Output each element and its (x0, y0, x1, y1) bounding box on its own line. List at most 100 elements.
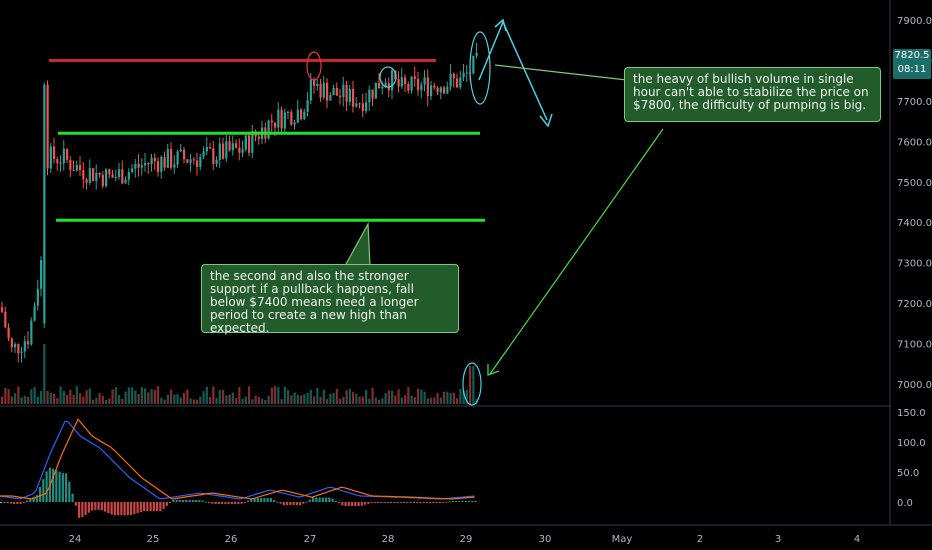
volume-bar (205, 386, 208, 404)
time-tick: 27 (304, 534, 317, 545)
volume-bar (27, 396, 30, 404)
price-tick: 7500.0 (897, 178, 932, 189)
volume-bar (4, 387, 7, 404)
volume-bar (1, 396, 4, 404)
macd-histogram-bar (0, 502, 3, 503)
volume-bar (238, 387, 241, 404)
volume-bar (306, 392, 309, 404)
volume-bar (303, 394, 306, 404)
macd-tick: 0.0 (897, 498, 913, 509)
macd-histogram-bar (412, 502, 415, 503)
volume-arrow (489, 128, 664, 375)
time-tick: 26 (225, 534, 238, 545)
candle-body (147, 162, 150, 165)
annotation-volume[interactable]: the heavy of bullish volume in single ho… (624, 67, 881, 122)
candle-body (358, 103, 361, 105)
macd-histogram-bar (146, 502, 149, 512)
candle-body (257, 136, 260, 139)
macd-histogram-bar (230, 502, 233, 504)
volume-bar (326, 399, 329, 404)
volume-bar (400, 397, 403, 404)
candle-body (423, 77, 426, 85)
candle-body (209, 146, 212, 149)
signal-line (0, 418, 475, 500)
note-pointer-top (494, 64, 628, 81)
macd-histogram-bar (104, 502, 107, 512)
candle-body (170, 149, 173, 168)
candle-body (391, 70, 394, 91)
candle-body (296, 109, 299, 123)
candle-body (166, 149, 169, 168)
candle-body (381, 86, 384, 89)
volume-bar (251, 399, 254, 404)
volume-bar (248, 386, 251, 404)
volume-bar (465, 389, 468, 404)
spike-circle (469, 31, 491, 105)
volume-bar (452, 392, 455, 404)
candle-body (397, 79, 400, 87)
candle-body (212, 148, 215, 164)
macd-histogram-bar (344, 502, 347, 506)
candle-body (53, 146, 56, 159)
volume-bar (49, 393, 52, 404)
macd-histogram-bar (123, 502, 126, 516)
macd-histogram-bar (448, 501, 451, 503)
candle-body (59, 163, 62, 165)
time-tick: May (612, 534, 633, 545)
candle-body (30, 320, 33, 345)
candle-body (108, 169, 111, 175)
macd-histogram-bar (425, 502, 428, 503)
macd-histogram-bar (396, 502, 399, 503)
candle-body (345, 84, 348, 102)
macd-histogram-bar (139, 502, 142, 512)
macd-histogram-bar (305, 501, 308, 503)
volume-bar (179, 397, 182, 404)
annotation-support[interactable]: the second and also the stronger support… (201, 264, 459, 335)
candle-body (426, 77, 429, 97)
macd-histogram-bar (273, 499, 276, 502)
volume-bar (196, 399, 199, 404)
macd-histogram-bar (451, 500, 454, 502)
candle-body (446, 86, 449, 94)
macd-histogram-bar (61, 473, 64, 502)
macd-histogram-bar (445, 501, 448, 503)
macd-histogram-bar (312, 497, 315, 502)
volume-bar (407, 387, 410, 404)
volume-bar (235, 398, 238, 404)
volume-bar (75, 386, 78, 404)
volume-bar (469, 366, 472, 404)
volume-spike-circle (462, 362, 482, 406)
candle-body (218, 143, 221, 160)
volume-bar (430, 397, 433, 404)
volume-bar (472, 366, 475, 404)
volume-bar (36, 396, 39, 404)
macd-histogram-bar (325, 497, 328, 502)
volume-bar (137, 394, 140, 404)
macd-histogram-bar (71, 493, 74, 502)
macd-histogram-bar (26, 500, 29, 502)
candle-body (355, 103, 358, 107)
macd-histogram-bar (386, 502, 389, 503)
macd-histogram-bar (162, 502, 165, 509)
candle-body (283, 112, 286, 129)
volume-bar (339, 398, 342, 404)
volume-bar (88, 388, 91, 404)
volume-bar (384, 393, 387, 404)
macd-histogram-bar (373, 502, 376, 503)
macd-histogram-bar (260, 498, 263, 502)
macd-histogram-bar (191, 500, 194, 502)
volume-bar (345, 390, 348, 404)
candle-body (189, 159, 192, 163)
volume-bar (202, 391, 205, 404)
macd-histogram-bar (429, 502, 432, 503)
candle-body (306, 100, 309, 112)
candle-body (436, 87, 439, 93)
candle-body (462, 72, 465, 78)
macd-histogram-bar (302, 502, 305, 504)
volume-bar (222, 390, 225, 404)
macd-histogram-bar (377, 502, 380, 503)
macd-histogram-bar (435, 502, 438, 503)
macd-histogram-bar (107, 502, 110, 514)
volume-bar (160, 397, 163, 404)
candle-body (43, 84, 46, 324)
